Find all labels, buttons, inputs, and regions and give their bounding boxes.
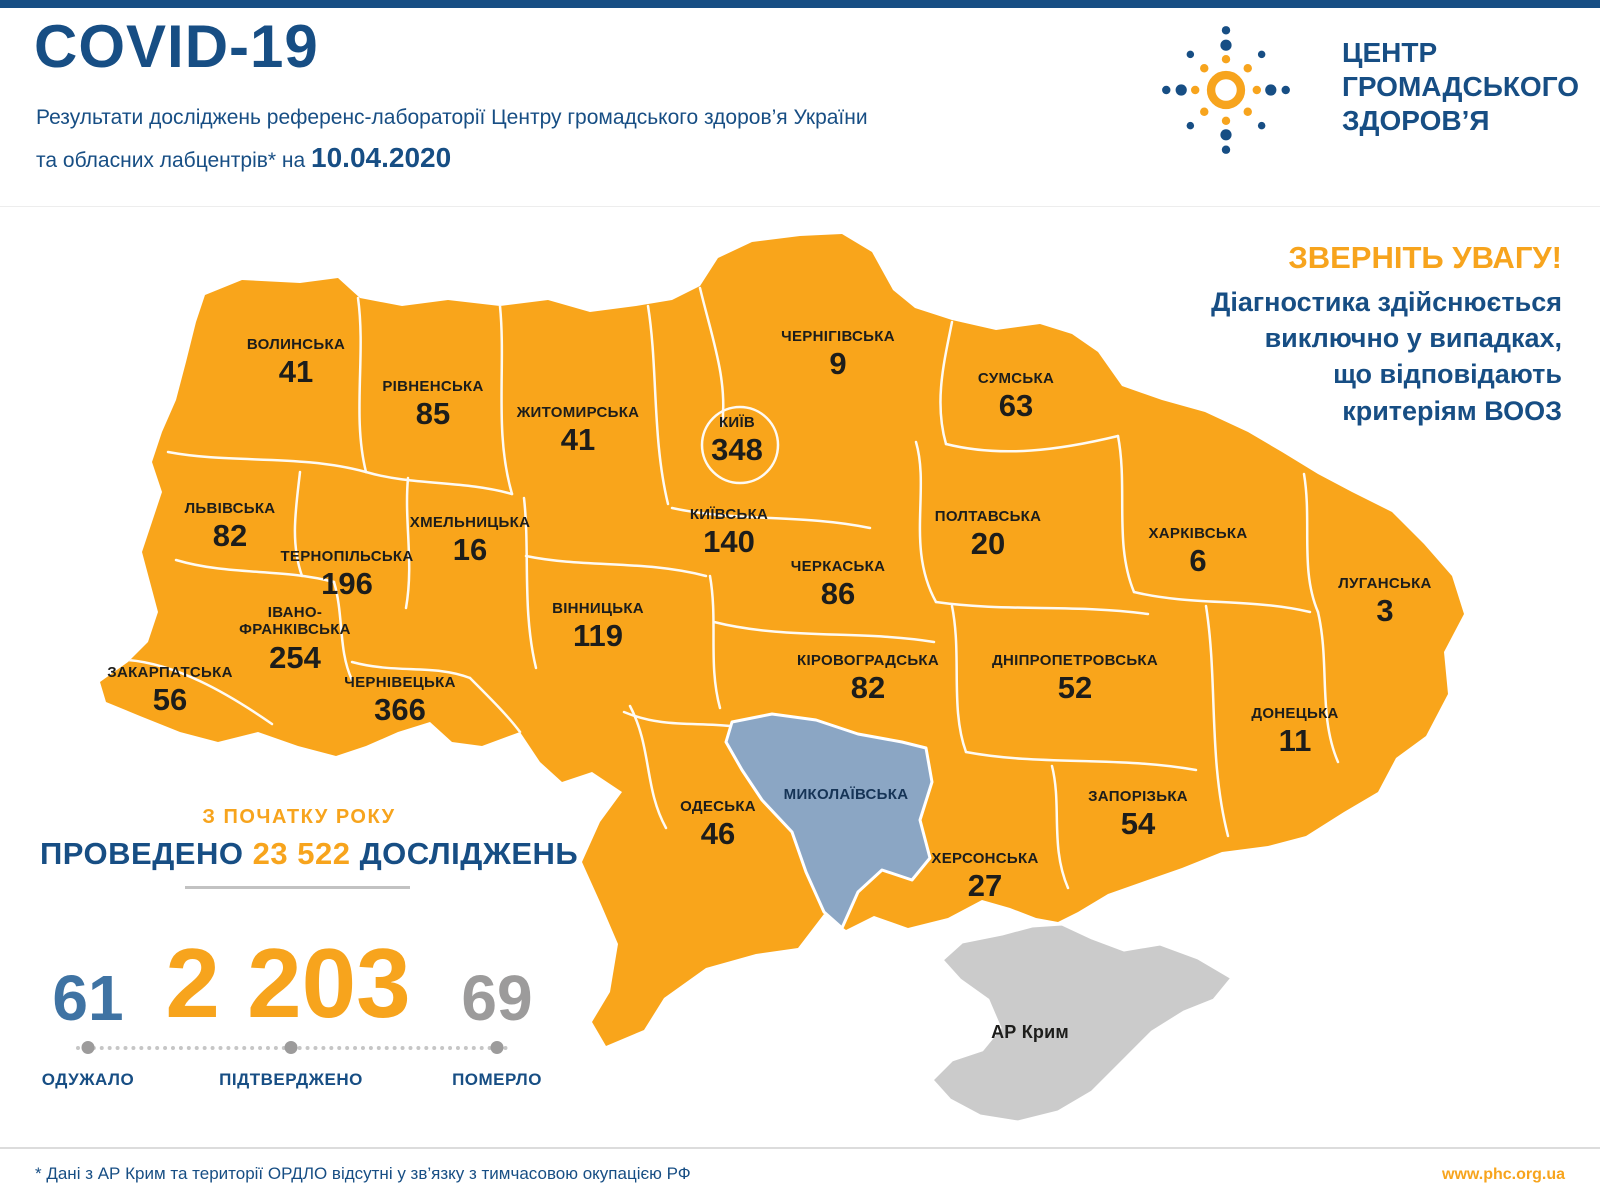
- stats-divider: [185, 886, 410, 889]
- footer-url-link[interactable]: www.phc.org.ua: [1442, 1166, 1565, 1183]
- recovered-label: ОДУЖАЛО: [41, 1070, 135, 1089]
- logo-line3: ЗДОРОВ’Я: [1342, 105, 1490, 137]
- region-shape-mykolaivska: [724, 712, 934, 930]
- region-shape-crimea: [930, 922, 1234, 1124]
- page-subtitle: Результати досліджень референс-лаборатор…: [36, 106, 868, 174]
- logo-line1: ЦЕНТР: [1342, 37, 1438, 68]
- subtitle-line2: та обласних лабцентрів* на 10.04.2020: [36, 142, 868, 174]
- kyiv-city-outline: [700, 405, 780, 485]
- tests-conducted-line: ПРОВЕДЕНО 23 522 ДОСЛІДЖЕНЬ: [40, 836, 578, 872]
- recovered-count: 61: [52, 962, 124, 1034]
- notice-line4: критеріям ВООЗ: [1342, 395, 1562, 426]
- notice-block: ЗВЕРНІТЬ УВАГУ! Діагностика здійснюється…: [1132, 240, 1562, 429]
- conducted-prefix: ПРОВЕДЕНО: [40, 836, 244, 871]
- page-title: COVID-19: [34, 13, 319, 80]
- footer-separator: [0, 1147, 1600, 1149]
- top-accent-bar: [0, 0, 1600, 8]
- notice-line1: Діагностика здійснюється: [1211, 287, 1562, 317]
- notice-line3: що відповідають: [1333, 359, 1562, 390]
- conducted-value: 23 522: [252, 836, 351, 871]
- stats-dot-recovered: [81, 1041, 95, 1054]
- footer-note: * Дані з АР Крим та території ОРДЛО відс…: [35, 1164, 691, 1183]
- phc-logo-icon: [1162, 26, 1290, 154]
- subtitle-line2-text: та обласних лабцентрів* на: [36, 149, 306, 173]
- region-borders: [126, 286, 1340, 890]
- period-label: З ПОЧАТКУ РОКУ: [202, 806, 396, 828]
- region-shape-mainland: [100, 234, 1464, 1046]
- confirmed-label: ПІДТВЕРДЖЕНО: [219, 1070, 363, 1089]
- notice-line2: виключно у випадках,: [1264, 323, 1562, 354]
- confirmed-count: 2 203: [165, 928, 411, 1038]
- report-date: 10.04.2020: [311, 142, 452, 174]
- stats-dot-confirmed: [284, 1041, 298, 1054]
- stats-dot-died: [490, 1041, 504, 1054]
- conducted-suffix: ДОСЛІДЖЕНЬ: [359, 836, 579, 871]
- subtitle-line1: Результати досліджень референс-лаборатор…: [36, 106, 868, 129]
- died-count: 69: [461, 962, 533, 1034]
- notice-title: ЗВЕРНІТЬ УВАГУ!: [1288, 240, 1562, 275]
- logo-wordmark: ЦЕНТР ГРОМАДСЬКОГО ЗДОРОВ’Я: [1342, 36, 1579, 138]
- header-separator: [0, 206, 1600, 207]
- logo-line2: ГРОМАДСЬКОГО: [1342, 71, 1579, 103]
- died-label: ПОМЕРЛО: [452, 1070, 542, 1089]
